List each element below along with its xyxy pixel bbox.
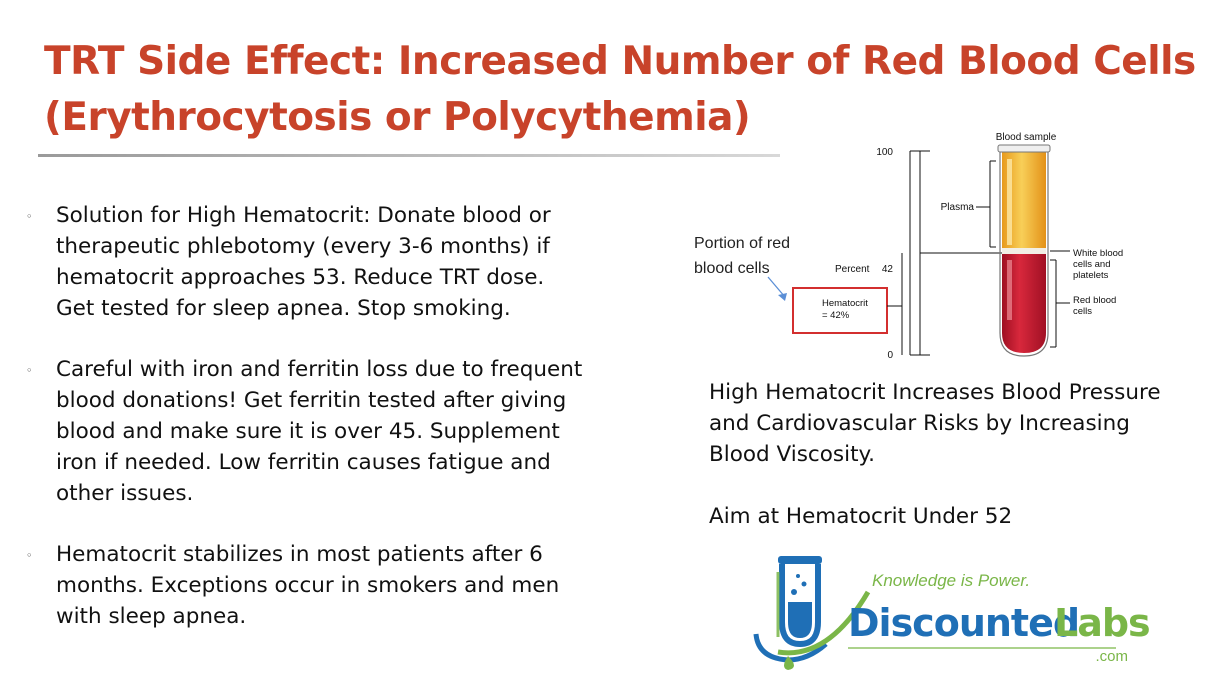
bullet-marker-icon: ◦ [26, 549, 33, 562]
percent-label: Percent [835, 264, 870, 275]
tube-rim [997, 144, 1051, 153]
bullet-line: other issues. [56, 481, 194, 506]
message-line: High Hematocrit Increases Blood Pressure [709, 380, 1161, 405]
tube-highlight [1007, 159, 1012, 245]
scale-tick-100: 100 [876, 147, 893, 158]
plasma-label: Plasma [941, 202, 975, 213]
buffy-coat-layer [1002, 248, 1046, 254]
blood-sample-label: Blood sample [996, 132, 1057, 143]
bullet-line: Hematocrit stabilizes in most patients a… [56, 542, 543, 567]
logo-tube-icon [779, 564, 821, 648]
scale-tick-0: 0 [887, 350, 893, 361]
bullet-line: therapeutic phlebotomy (every 3-6 months… [56, 234, 550, 259]
bullet-marker-icon: ◦ [26, 210, 33, 223]
hematocrit-label-line-2: = 42% [822, 310, 850, 321]
red-cell-layer [1002, 254, 1046, 353]
bullet-line: Careful with iron and ferritin loss due … [56, 357, 583, 382]
wbc-label-line-3: platelets [1073, 270, 1109, 281]
rbc-label-line-2: cells [1073, 306, 1092, 317]
bullet-item: ◦ Careful with iron and ferritin loss du… [22, 354, 622, 509]
key-message: High Hematocrit Increases Blood Pressure… [709, 377, 1209, 563]
logo-tube-cap-icon [778, 556, 822, 564]
message-line: Blood Viscosity. [709, 442, 875, 467]
callout-arrow [767, 276, 786, 298]
bullet-marker-icon: ◦ [26, 364, 33, 377]
title-divider [38, 154, 780, 157]
logo-brand-part-2: Labs [1054, 601, 1150, 645]
bullet-line: hematocrit approaches 53. Reduce TRT dos… [56, 265, 545, 290]
hematocrit-target: Aim at Hematocrit Under 52 [709, 504, 1013, 529]
bullet-list: ◦ Solution for High Hematocrit: Donate b… [22, 200, 622, 662]
bullet-line: months. Exceptions occur in smokers and … [56, 573, 560, 598]
title-line-2: (Erythrocytosis or Polycythemia) [44, 95, 751, 140]
discountedlabs-logo: Knowledge is Power. Discounted Labs .com [753, 556, 1151, 670]
logo-leaf-swoosh-icon [777, 590, 871, 656]
bullet-item: ◦ Solution for High Hematocrit: Donate b… [22, 200, 622, 324]
rbc-label-line-1: Red blood [1073, 295, 1116, 306]
wbc-label-line-2: cells and [1073, 259, 1111, 270]
bullet-item: ◦ Hematocrit stabilizes in most patients… [22, 539, 622, 632]
callout-text-line-1: Portion of red [694, 235, 790, 252]
wbc-label-line-1: White blood [1073, 248, 1123, 259]
scale-tick-42: 42 [882, 264, 894, 275]
hematocrit-label-line-1: Hematocrit [822, 298, 868, 309]
message-line: and Cardiovascular Risks by Increasing [709, 411, 1130, 436]
test-tube-outline [999, 152, 1049, 357]
tube-highlight-lower [1007, 260, 1012, 320]
callout-text-line-2: blood cells [694, 260, 770, 277]
title-line-1: TRT Side Effect: Increased Number of Red… [44, 39, 1196, 84]
bullet-line: blood donations! Get ferritin tested aft… [56, 388, 567, 413]
bullet-line: blood and make sure it is over 45. Suppl… [56, 419, 560, 444]
slide-title: TRT Side Effect: Increased Number of Red… [44, 34, 1214, 146]
bullet-line: iron if needed. Low ferritin causes fati… [56, 450, 551, 475]
callout-arrowhead-icon [778, 293, 787, 301]
logo-brand-part-1: Discounted [848, 601, 1079, 645]
hematocrit-highlight-box [792, 287, 888, 334]
logo-tagline: Knowledge is Power. [872, 571, 1030, 590]
hematocrit-diagram: Portion of red blood cells Blood sample … [694, 132, 1123, 361]
logo-domain: .com [1095, 648, 1128, 665]
bullet-line: Get tested for sleep apnea. Stop smoking… [56, 296, 511, 321]
bullet-line: with sleep apnea. [56, 604, 247, 629]
bullet-line: Solution for High Hematocrit: Donate blo… [56, 203, 551, 228]
